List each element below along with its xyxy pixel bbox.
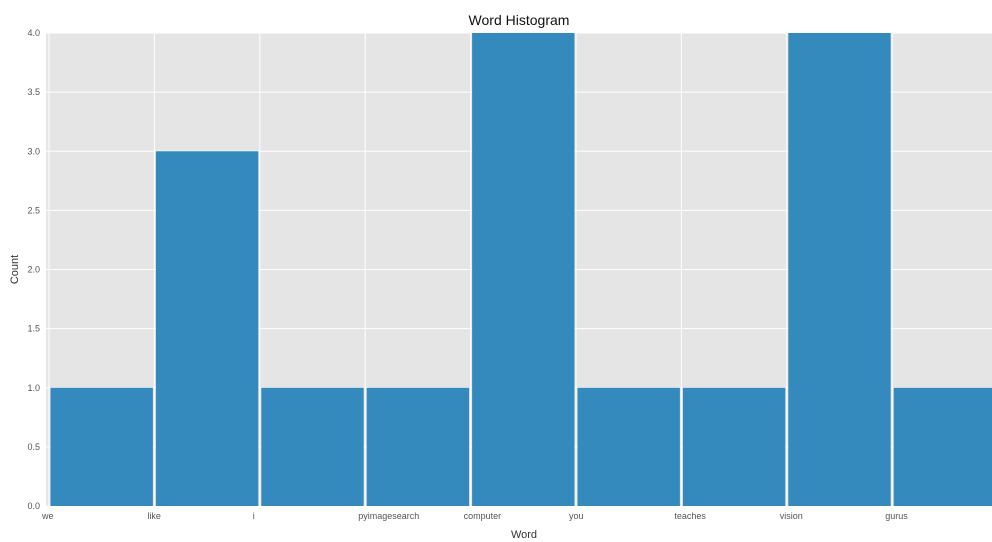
y-axis-label: Count <box>9 255 21 284</box>
bar-i <box>261 387 364 506</box>
y-tick-label: 4.0 <box>27 28 40 38</box>
x-tick-label: teaches <box>674 511 706 521</box>
bar-like <box>155 151 259 506</box>
y-tick-label: 3.5 <box>27 87 40 97</box>
bar-gurus <box>893 387 992 506</box>
y-axis-ticks: 0.0 0.5 1.0 1.5 2.0 2.5 3.0 3.5 4.0 <box>27 28 40 511</box>
chart-title: Word Histogram <box>469 12 570 28</box>
x-tick-label: gurus <box>885 511 908 521</box>
bar-we <box>50 387 153 506</box>
x-tick-label: vision <box>780 511 803 521</box>
x-tick-label: you <box>569 511 584 521</box>
x-tick-label: pyimagesearch <box>358 511 419 521</box>
bars <box>50 33 992 506</box>
x-tick-label: i <box>253 511 255 521</box>
y-tick-label: 1.5 <box>27 324 40 334</box>
y-tick-label: 1.0 <box>27 383 40 393</box>
x-axis-label: Word <box>511 529 537 541</box>
y-tick-label: 2.5 <box>27 205 40 215</box>
bar-vision <box>788 33 891 506</box>
y-tick-label: 0.5 <box>27 442 40 452</box>
bar-pyimagesearch <box>366 387 470 506</box>
y-tick-label: 2.0 <box>27 265 40 275</box>
y-tick-label: 0.0 <box>27 501 40 511</box>
bar-teaches <box>682 387 786 506</box>
bar-computer <box>472 33 575 506</box>
bar-you <box>577 387 680 506</box>
x-tick-label: like <box>147 511 161 521</box>
y-tick-label: 3.0 <box>27 146 40 156</box>
x-tick-label: we <box>41 511 54 521</box>
x-axis-ticks: we like i pyimagesearch computer you teaches vi… <box>41 511 908 521</box>
x-tick-label: computer <box>464 511 502 521</box>
